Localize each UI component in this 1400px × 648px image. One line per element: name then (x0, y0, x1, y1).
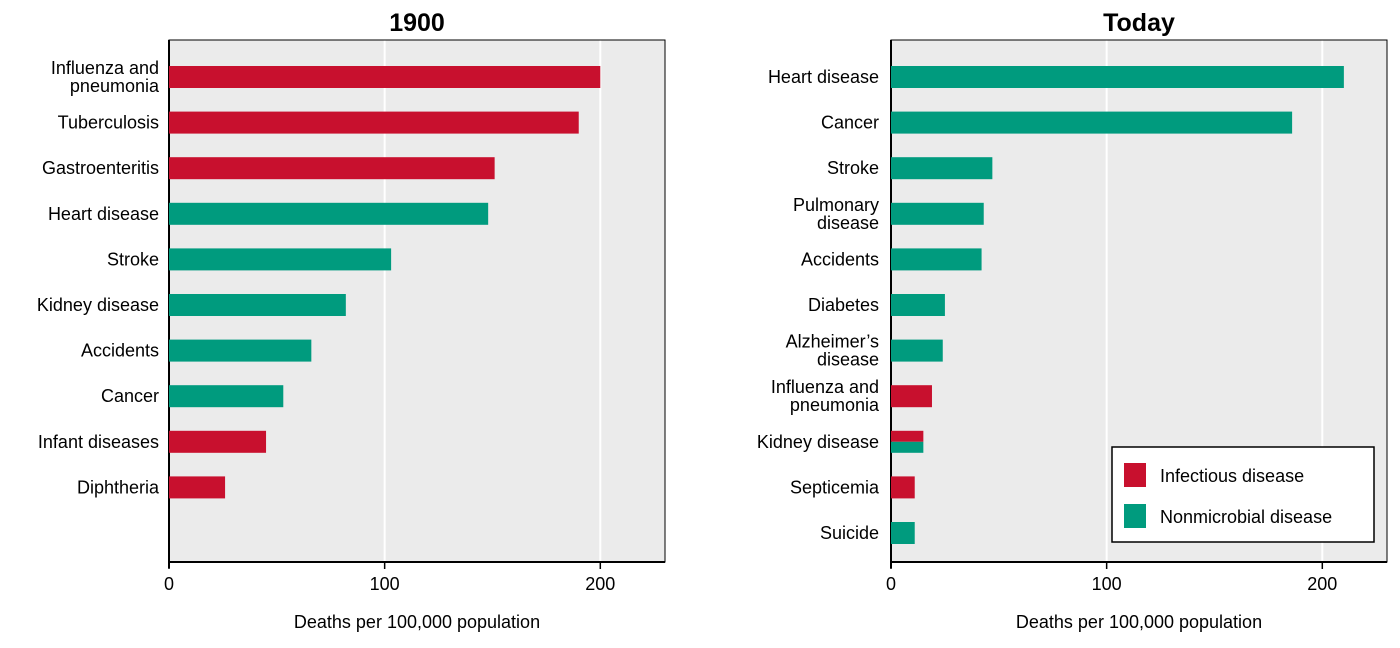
bar (891, 385, 932, 408)
category-label: Cancer (101, 386, 159, 406)
x-tick-label: 200 (585, 574, 615, 594)
x-tick-label: 0 (886, 574, 896, 594)
category-label-line: Accidents (81, 341, 159, 361)
x-tick-label: 100 (1092, 574, 1122, 594)
x-tick-label: 0 (164, 574, 174, 594)
category-label: Septicemia (790, 477, 880, 497)
bar (891, 157, 993, 180)
category-label: Cancer (821, 113, 879, 133)
bar (891, 248, 982, 271)
category-label: Kidney disease (757, 432, 879, 452)
category-label: Accidents (801, 249, 879, 269)
bar (891, 111, 1293, 134)
bar (169, 248, 392, 271)
chart-1900: 1900 0 100 200 Deaths per 100,000 population… (37, 9, 666, 632)
category-label-line: Alzheimer’s (786, 332, 879, 352)
bar (891, 476, 915, 499)
bar (169, 66, 601, 88)
category-label-line: Diabetes (808, 295, 879, 315)
category-label: Diabetes (808, 295, 879, 315)
category-label: Stroke (107, 249, 159, 269)
category-label-line: Infant diseases (38, 432, 159, 452)
category-label-line: Influenza and (51, 58, 159, 78)
bar (891, 522, 915, 544)
bar (891, 441, 924, 453)
category-label-line: disease (817, 350, 879, 370)
category-label: Influenza and pneumonia (771, 377, 880, 415)
bar (169, 202, 489, 225)
bar (891, 66, 1344, 88)
bar (891, 294, 945, 316)
category-label-line: Suicide (820, 523, 879, 543)
category-label-line: Heart disease (768, 67, 879, 87)
category-label: Kidney disease (37, 295, 159, 315)
category-label-line: Heart disease (48, 204, 159, 224)
legend: Infectious disease Nonmicrobial disease (1111, 446, 1375, 543)
x-tick-label: 100 (370, 574, 400, 594)
x-axis-label: Deaths per 100,000 population (294, 612, 540, 632)
category-label-line: Influenza and (771, 377, 879, 397)
bar (169, 339, 312, 362)
category-label-line: disease (817, 213, 879, 233)
category-label-line: pneumonia (790, 395, 880, 415)
chart-title: 1900 (389, 9, 445, 37)
bar (169, 430, 267, 453)
category-label-line: Kidney disease (37, 295, 159, 315)
category-label-line: Pulmonary (793, 195, 879, 215)
category-label: Influenza and pneumonia (51, 58, 160, 96)
category-label-line: Stroke (827, 158, 879, 178)
category-label-line: Diphtheria (77, 477, 160, 497)
category-label: Stroke (827, 158, 879, 178)
category-label-line: Kidney disease (757, 432, 879, 452)
category-label: Gastroenteritis (42, 158, 159, 178)
category-label: Heart disease (768, 67, 879, 87)
x-tick-label: 200 (1307, 574, 1337, 594)
bar (169, 294, 346, 316)
category-label: Tuberculosis (58, 113, 159, 133)
bar (169, 385, 284, 408)
bar (169, 476, 226, 499)
legend-box (1111, 446, 1375, 543)
category-label-line: pneumonia (70, 76, 160, 96)
bar (169, 157, 495, 180)
category-label-line: Septicemia (790, 477, 880, 497)
category-label: Suicide (820, 523, 879, 543)
category-label-line: Cancer (821, 113, 879, 133)
chart-title: Today (1103, 9, 1175, 37)
bar (169, 111, 579, 134)
legend-label: Infectious disease (1160, 466, 1304, 486)
category-label-line: Stroke (107, 249, 159, 269)
bar (891, 202, 984, 225)
legend-label: Nonmicrobial disease (1160, 507, 1332, 527)
bar (891, 339, 943, 362)
x-axis-label: Deaths per 100,000 population (1016, 612, 1262, 632)
legend-swatch (1124, 463, 1146, 487)
bar (891, 430, 924, 442)
category-label-line: Gastroenteritis (42, 158, 159, 178)
category-label: Accidents (81, 341, 159, 361)
category-label: Diphtheria (77, 477, 160, 497)
category-label-line: Accidents (801, 249, 879, 269)
category-label: Heart disease (48, 204, 159, 224)
category-label: Infant diseases (38, 432, 159, 452)
category-label: Pulmonary disease (793, 195, 879, 233)
category-label-line: Tuberculosis (58, 113, 159, 133)
legend-swatch (1124, 504, 1146, 528)
category-label: Alzheimer’s disease (786, 332, 879, 370)
category-label-line: Cancer (101, 386, 159, 406)
